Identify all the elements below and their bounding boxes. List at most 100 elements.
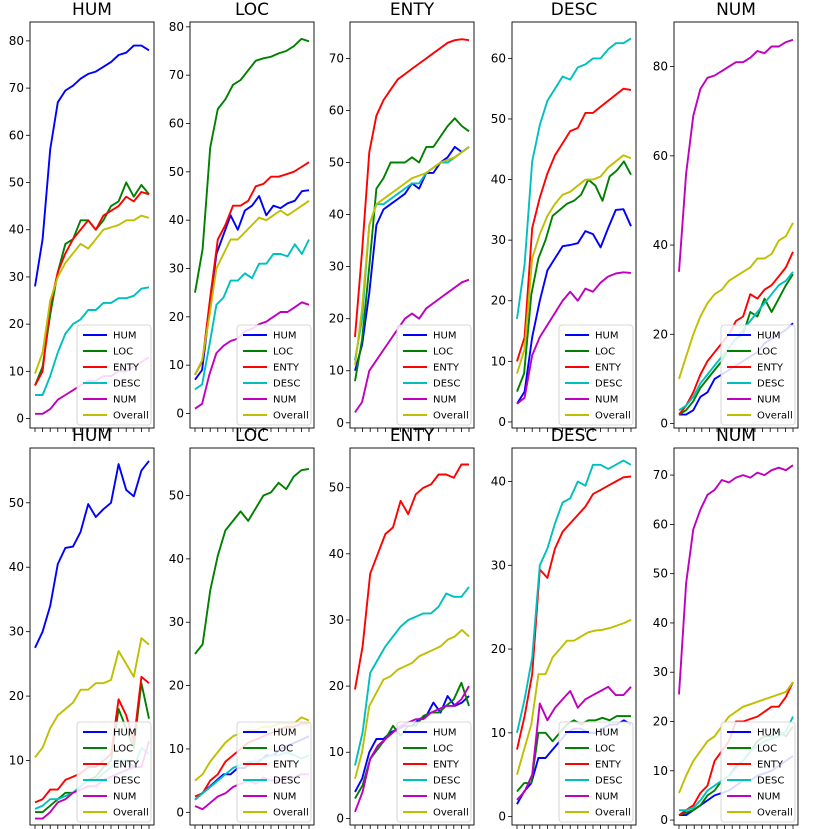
legend-label-hum: HUM <box>433 728 456 739</box>
y-tick-label: 20 <box>491 294 506 308</box>
y-tick-label: 10 <box>169 742 184 756</box>
legend-label-num: NUM <box>433 792 456 803</box>
legend-label-enty: ENTY <box>433 760 460 771</box>
y-tick-label: 40 <box>653 616 668 630</box>
subplot-title: DESC <box>551 0 598 20</box>
legend-label-enty: ENTY <box>113 363 140 374</box>
subplot-title: ENTY <box>390 0 435 20</box>
legend-label-desc: DESC <box>273 776 300 787</box>
y-tick-label: 40 <box>491 475 506 489</box>
legend-label-overall: Overall <box>757 411 793 422</box>
legend-label-hum: HUM <box>113 728 136 739</box>
legend-label-num: NUM <box>757 792 780 803</box>
y-tick-label: 40 <box>653 238 668 252</box>
y-tick-label: 40 <box>329 208 344 222</box>
y-tick-label: 40 <box>9 223 24 237</box>
y-tick-label: 20 <box>169 310 184 324</box>
legend-label-desc: DESC <box>595 379 622 390</box>
subplot-title: NUM <box>716 426 756 446</box>
legend-box <box>396 324 472 426</box>
series-line-loc <box>194 467 310 655</box>
y-tick-label: 50 <box>9 496 24 510</box>
legend-box <box>396 721 472 823</box>
y-tick-label: 60 <box>169 117 184 131</box>
series-line-overall <box>516 618 632 775</box>
y-tick-label: 40 <box>9 560 24 574</box>
y-tick-label: 50 <box>329 156 344 170</box>
subplot-title: LOC <box>235 426 269 446</box>
series-line-desc <box>516 37 632 320</box>
subplot-title: DESC <box>551 426 598 446</box>
series-line-loc <box>354 117 470 382</box>
legend-label-overall: Overall <box>273 808 309 819</box>
series-line-enty <box>194 161 310 376</box>
y-tick-label: 10 <box>9 364 24 378</box>
y-tick-label: 50 <box>169 165 184 179</box>
axes-frame <box>29 447 155 826</box>
series-line-desc <box>354 586 470 766</box>
legend-label-overall: Overall <box>433 411 469 422</box>
legend-label-enty: ENTY <box>595 760 622 771</box>
series-line-num <box>516 271 632 405</box>
legend-label-desc: DESC <box>113 379 140 390</box>
subplot-title: NUM <box>716 0 756 20</box>
y-tick-label: 0 <box>498 415 506 429</box>
series-line-desc <box>35 286 150 396</box>
y-tick-label: 10 <box>169 358 184 372</box>
legend-box <box>76 721 152 823</box>
y-tick-label: 30 <box>653 665 668 679</box>
y-tick-label: 30 <box>329 613 344 627</box>
series-line-overall <box>516 154 632 374</box>
legend-label-loc: LOC <box>757 744 777 755</box>
y-tick-label: 20 <box>653 327 668 341</box>
y-tick-label: 70 <box>653 468 668 482</box>
legend: HUM LOC ENTY DESC NUM Overall <box>558 721 634 823</box>
legend-label-desc: DESC <box>433 776 460 787</box>
subplot-enty-r0: ENTY 0 10 20 30 40 50 60 70 HUM LOC ENTY DESC NUM Over… <box>329 0 475 432</box>
axes-frame <box>349 447 475 826</box>
legend-label-loc: LOC <box>757 347 777 358</box>
legend-label-num: NUM <box>595 792 618 803</box>
subplot-hum-r0: HUM 0 10 20 30 40 50 60 70 80 HUM LOC ENTY DESC NUM Ove… <box>9 0 155 432</box>
series-line-overall <box>34 214 150 375</box>
legend-label-hum: HUM <box>273 728 296 739</box>
y-tick-label: 20 <box>9 317 24 331</box>
legend-label-enty: ENTY <box>595 363 622 374</box>
legend-box <box>76 324 152 426</box>
legend-label-desc: DESC <box>113 776 140 787</box>
y-tick-label: 80 <box>169 20 184 34</box>
legend-label-loc: LOC <box>433 744 453 755</box>
y-tick-label: 60 <box>9 128 24 142</box>
y-tick-label: 50 <box>329 481 344 495</box>
legend-label-desc: DESC <box>595 776 622 787</box>
series-line-enty <box>354 463 469 690</box>
subplot-enty-r1: ENTY 0 10 20 30 40 50 HUM LOC ENTY DESC NUM Overall <box>329 426 475 829</box>
legend: HUM LOC ENTY DESC NUM Overall <box>720 721 796 823</box>
legend-label-hum: HUM <box>433 331 456 342</box>
y-tick-label: 70 <box>169 68 184 82</box>
legend-label-num: NUM <box>113 792 136 803</box>
y-tick-label: 0 <box>336 811 344 825</box>
legend: HUM LOC ENTY DESC NUM Overall <box>76 324 152 426</box>
y-tick-label: 30 <box>9 270 24 284</box>
y-tick-label: 50 <box>169 489 184 503</box>
series-line-num <box>678 464 794 695</box>
y-tick-label: 10 <box>329 745 344 759</box>
series-line-overall <box>678 222 794 380</box>
legend-label-hum: HUM <box>595 331 618 342</box>
legend-label-hum: HUM <box>273 331 296 342</box>
legend-label-hum: HUM <box>595 728 618 739</box>
legend-label-loc: LOC <box>113 347 133 358</box>
y-tick-label: 60 <box>329 103 344 117</box>
subplot-num-r0: NUM 0 20 40 60 80 HUM LOC ENTY DESC NUM Overall <box>653 0 799 432</box>
series-line-enty <box>678 251 794 416</box>
series-line-enty <box>678 681 794 816</box>
y-tick-label: 30 <box>491 558 506 572</box>
axes-frame <box>511 21 637 429</box>
y-tick-label: 70 <box>329 51 344 65</box>
series-line-enty <box>354 38 470 337</box>
legend-box <box>720 721 796 823</box>
legend-label-overall: Overall <box>273 411 309 422</box>
legend: HUM LOC ENTY DESC NUM Overall <box>396 324 472 426</box>
